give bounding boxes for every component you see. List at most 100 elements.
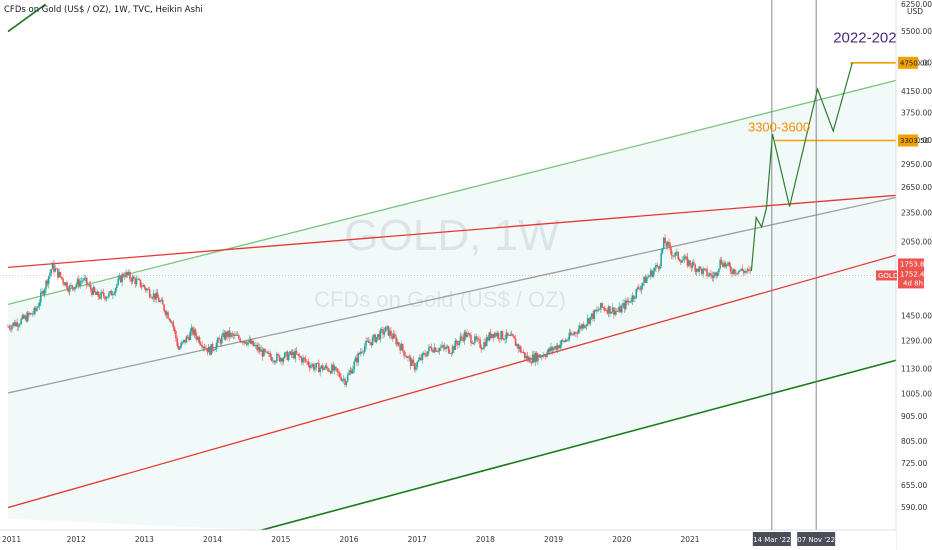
candle-body xyxy=(74,286,76,290)
candle-body xyxy=(196,335,198,340)
candle-body xyxy=(8,326,11,329)
candle-body xyxy=(737,270,740,274)
candle-body xyxy=(733,269,736,274)
candle-body xyxy=(337,371,340,373)
candle-body xyxy=(39,292,42,303)
candle-body xyxy=(300,357,303,363)
time-tick-label: 2014 xyxy=(203,535,222,544)
candle-body xyxy=(60,276,63,279)
candle-body xyxy=(725,264,728,267)
candle-body xyxy=(306,361,308,363)
candle-body xyxy=(513,336,516,339)
candle-body xyxy=(130,278,133,282)
candle-body xyxy=(274,361,277,363)
candle-body xyxy=(706,269,708,276)
candle-body xyxy=(362,351,365,353)
candle-body xyxy=(349,370,352,373)
candle-body xyxy=(363,346,366,352)
candle-body xyxy=(425,355,428,357)
candle-body xyxy=(561,340,564,342)
candle-body xyxy=(127,272,130,275)
candle-body xyxy=(331,364,333,374)
candle-body xyxy=(652,270,655,277)
candle-body xyxy=(367,341,370,343)
candle-body xyxy=(88,284,91,286)
candle-body xyxy=(576,333,579,335)
last-price-label: 1753.88 xyxy=(900,260,929,268)
trendline-red-upper xyxy=(7,193,905,269)
candle-body xyxy=(365,340,367,347)
candle-body xyxy=(113,293,116,295)
candle-body xyxy=(748,268,750,270)
candle-body xyxy=(694,264,697,272)
candle-body xyxy=(407,356,409,359)
candle-body xyxy=(380,329,383,330)
candle-body xyxy=(538,354,540,358)
candle-body xyxy=(695,268,698,272)
candle-body xyxy=(386,325,388,327)
candle-body xyxy=(332,364,335,371)
candle-body xyxy=(631,295,634,302)
candle-body xyxy=(50,269,53,273)
candle-body xyxy=(593,309,596,319)
candle-body xyxy=(302,357,304,363)
time-axis[interactable]: 2011 2012 2013 2014 2015 2016 2017 2018 2019 2020… xyxy=(0,529,896,550)
candle-body xyxy=(163,304,165,311)
candle-body xyxy=(677,251,679,260)
candle-body xyxy=(647,276,649,278)
candle-body xyxy=(28,312,30,315)
candle-body xyxy=(568,332,571,340)
candle-body xyxy=(433,347,436,353)
close-price-label: 1752.46 xyxy=(900,270,929,278)
date-badge-0 xyxy=(752,532,791,546)
candle-body xyxy=(669,244,672,251)
candle-body xyxy=(502,338,505,340)
candle-body xyxy=(571,333,573,336)
candle-body xyxy=(21,315,24,319)
candle-body xyxy=(687,260,690,266)
candle-body xyxy=(512,334,514,337)
candle-body xyxy=(430,347,433,351)
candle-body xyxy=(481,348,484,350)
candle-body xyxy=(457,343,459,345)
candle-body xyxy=(493,333,496,338)
price-tick-label: 905.00 xyxy=(901,412,927,421)
candle-body xyxy=(55,268,58,270)
candle-body xyxy=(85,277,88,285)
candle-body xyxy=(53,262,55,272)
candle-body xyxy=(104,296,106,300)
candle-body xyxy=(199,343,202,346)
candle-body xyxy=(264,349,266,352)
candle-body xyxy=(202,346,205,348)
candle-body xyxy=(198,337,201,344)
candle-body xyxy=(289,351,291,355)
candle-body xyxy=(408,356,411,358)
candle-body xyxy=(316,362,319,364)
candle-body xyxy=(165,312,168,315)
candle-body xyxy=(464,331,467,338)
candle-body xyxy=(295,350,298,355)
candle-body xyxy=(152,293,155,298)
candle-body xyxy=(228,330,231,338)
candle-body xyxy=(58,271,60,278)
candle-body xyxy=(606,310,609,314)
candle-body xyxy=(588,318,590,324)
candle-body xyxy=(38,302,41,307)
candle-body xyxy=(611,307,614,313)
candle-body xyxy=(30,313,33,315)
price-axis[interactable]: 6250.005500.004750.004150.003750.003300.… xyxy=(876,0,932,550)
price-tick-label: 2350.00 xyxy=(901,208,932,217)
candle-body xyxy=(597,309,599,311)
candle-body xyxy=(546,352,548,357)
candle-body xyxy=(641,282,644,286)
candle-body xyxy=(29,313,32,315)
candle-body xyxy=(57,268,59,278)
candle-body xyxy=(15,322,17,327)
candle-body xyxy=(298,354,300,357)
candle-body xyxy=(592,313,594,319)
candle-body xyxy=(739,270,741,272)
candle-body xyxy=(657,266,660,269)
candle-body xyxy=(99,297,101,299)
